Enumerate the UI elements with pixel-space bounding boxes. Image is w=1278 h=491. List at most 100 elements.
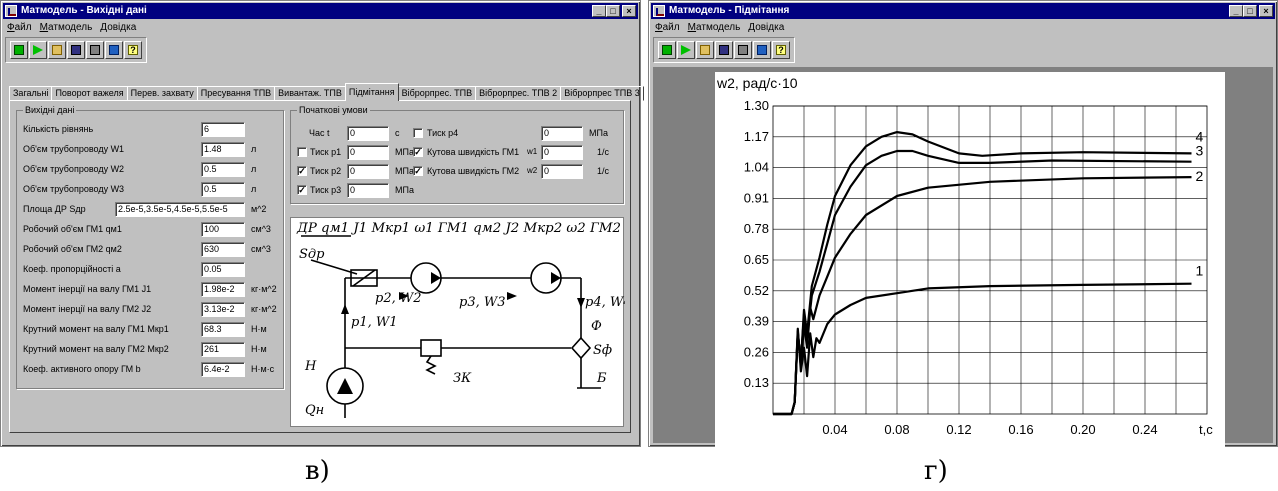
save-button[interactable] — [715, 41, 733, 59]
right-titlebar[interactable]: Матмодель - Підмітання _ □ × — [651, 3, 1275, 19]
x-tick-label: 0.24 — [1132, 422, 1157, 437]
w2-checkbox[interactable]: ✓ — [413, 166, 423, 176]
p4-checkbox[interactable] — [413, 128, 423, 138]
maximize-icon[interactable]: □ — [606, 5, 620, 17]
input-field[interactable]: 3.13e-2 — [201, 302, 245, 317]
input-unit: см^3 — [251, 224, 271, 234]
w1-checkbox[interactable]: ✓ — [413, 147, 423, 157]
tab-vibropress-2[interactable]: Віброрпрес. ТПВ 2 — [475, 86, 562, 101]
menu-matmodel[interactable]: Матмодель — [39, 22, 93, 33]
series-line-1 — [773, 282, 1192, 416]
schema-p3w3-label: p3, W3 — [459, 295, 506, 310]
schema-top-labels: ДР qм1 J1 Мкр1 ω1 ГМ1 qм2 J2 Мкр2 ω2 ГМ2 — [296, 221, 621, 236]
series-label-2: 2 — [1196, 168, 1204, 184]
help-button[interactable]: ? — [124, 41, 142, 59]
input-field[interactable]: 100 — [201, 222, 245, 237]
window-controls: _ □ × — [592, 5, 636, 17]
disk-icon — [719, 45, 729, 55]
schema-p4w4-label: p4, W4 — [585, 295, 625, 310]
run-button[interactable] — [29, 41, 47, 59]
input-field[interactable]: 1.98e-2 — [201, 282, 245, 297]
app-icon — [5, 5, 17, 17]
print-button[interactable] — [86, 41, 104, 59]
p2-checkbox[interactable]: ✓ — [297, 166, 307, 176]
maximize-icon[interactable]: □ — [1243, 5, 1257, 17]
x-tick-label: 0.20 — [1070, 422, 1095, 437]
tab-grip-transfer[interactable]: Перев. захвату — [126, 86, 198, 101]
time-field[interactable]: 0 — [347, 126, 389, 141]
input-unit: кг·м^2 — [251, 304, 277, 314]
close-icon[interactable]: × — [622, 5, 636, 17]
exit-button[interactable] — [105, 41, 123, 59]
tab-sweeping[interactable]: Підмітання — [344, 83, 399, 101]
exit-icon — [757, 45, 767, 55]
input-field[interactable]: 0.5 — [201, 162, 245, 177]
menu-file[interactable]: Файл — [655, 22, 680, 33]
tab-pressing[interactable]: Пресування ТПВ — [196, 86, 276, 101]
minimize-icon[interactable]: _ — [1229, 5, 1243, 17]
input-field[interactable]: 0.05 — [201, 262, 245, 277]
y-tick-label: 0.52 — [744, 283, 769, 298]
p4-label: Тиск р4 — [427, 128, 459, 138]
open-button[interactable] — [696, 41, 714, 59]
menu-help[interactable]: Довідка — [100, 22, 137, 33]
help-button[interactable]: ? — [772, 41, 790, 59]
tab-vibropress-3[interactable]: Віброрпрес ТПВ 3 — [560, 86, 644, 101]
p2-field[interactable]: 0 — [347, 164, 389, 179]
y-tick-label: 0.39 — [744, 314, 769, 329]
minimize-icon[interactable]: _ — [592, 5, 606, 17]
new-icon — [662, 45, 672, 55]
series-line-2 — [773, 176, 1192, 416]
new-button[interactable] — [10, 41, 28, 59]
exit-button[interactable] — [753, 41, 771, 59]
p1-checkbox[interactable] — [297, 147, 307, 157]
input-field[interactable]: 261 — [201, 342, 245, 357]
p3-checkbox[interactable]: ✓ — [297, 185, 307, 195]
p1-field[interactable]: 0 — [347, 145, 389, 160]
menu-matmodel[interactable]: Матмодель — [687, 22, 741, 33]
input-field[interactable]: 1.48 — [201, 142, 245, 157]
input-unit: м^2 — [251, 204, 267, 214]
disk-icon — [71, 45, 81, 55]
input-label: Об'єм трубопроводу W1 — [23, 144, 125, 154]
y-tick-label: 0.91 — [744, 190, 769, 205]
menu-help[interactable]: Довідка — [748, 22, 785, 33]
schema-p2w2-label: p2, W2 — [375, 291, 422, 306]
w2-field[interactable]: 0 — [541, 164, 583, 179]
schema-zk-label: ЗК — [453, 371, 472, 386]
input-field[interactable]: 6.4e-2 — [201, 362, 245, 377]
p3-field[interactable]: 0 — [347, 183, 389, 198]
input-field[interactable]: 68.3 — [201, 322, 245, 337]
run-button[interactable] — [677, 41, 695, 59]
w1-field[interactable]: 0 — [541, 145, 583, 160]
input-field[interactable]: 0.5 — [201, 182, 245, 197]
input-field[interactable]: 6 — [201, 122, 245, 137]
input-label: Момент інерції на валу ГМ2 J2 — [23, 304, 152, 314]
save-button[interactable] — [67, 41, 85, 59]
input-field[interactable]: 630 — [201, 242, 245, 257]
left-titlebar[interactable]: Матмодель - Вихідні дані _ □ × — [3, 3, 638, 19]
y-tick-label: 1.04 — [744, 160, 769, 175]
folder-icon — [700, 45, 710, 55]
open-button[interactable] — [48, 41, 66, 59]
tab-lever-rotation[interactable]: Поворот важеля — [51, 86, 128, 101]
input-label: Момент інерції на валу ГМ1 J1 — [23, 284, 152, 294]
new-button[interactable] — [658, 41, 676, 59]
input-unit: Н·м·с — [251, 364, 275, 374]
input-data-group: Вихідні дані Кількість рівнянь 6 Об'єм тру… — [16, 104, 284, 389]
menu-file[interactable]: Файл — [7, 22, 32, 33]
w2-unit: 1/с — [597, 166, 610, 176]
p3-unit: МПа — [395, 185, 414, 195]
print-button[interactable] — [734, 41, 752, 59]
p4-field[interactable]: 0 — [541, 126, 583, 141]
left-window-title: Матмодель - Вихідні дані — [21, 5, 147, 16]
schema-drawing: ДР qм1 J1 Мкр1 ω1 ГМ1 qм2 J2 Мкр2 ω2 ГМ2… — [296, 221, 632, 418]
tab-vibropress-1[interactable]: Віброрпрес. ТПВ — [397, 86, 477, 101]
schema-b-label: Б — [596, 371, 607, 386]
input-unit: см^3 — [251, 244, 271, 254]
tab-general[interactable]: Загальні — [9, 86, 53, 101]
input-field[interactable]: 2.5e-5,3.5e-5,4.5e-5,5.5e-5 — [115, 202, 245, 217]
close-icon[interactable]: × — [1259, 5, 1273, 17]
left-menubar: Файл Матмодель Довідка — [3, 20, 638, 35]
tab-unloading[interactable]: Вивантаж. ТПВ — [274, 86, 346, 101]
